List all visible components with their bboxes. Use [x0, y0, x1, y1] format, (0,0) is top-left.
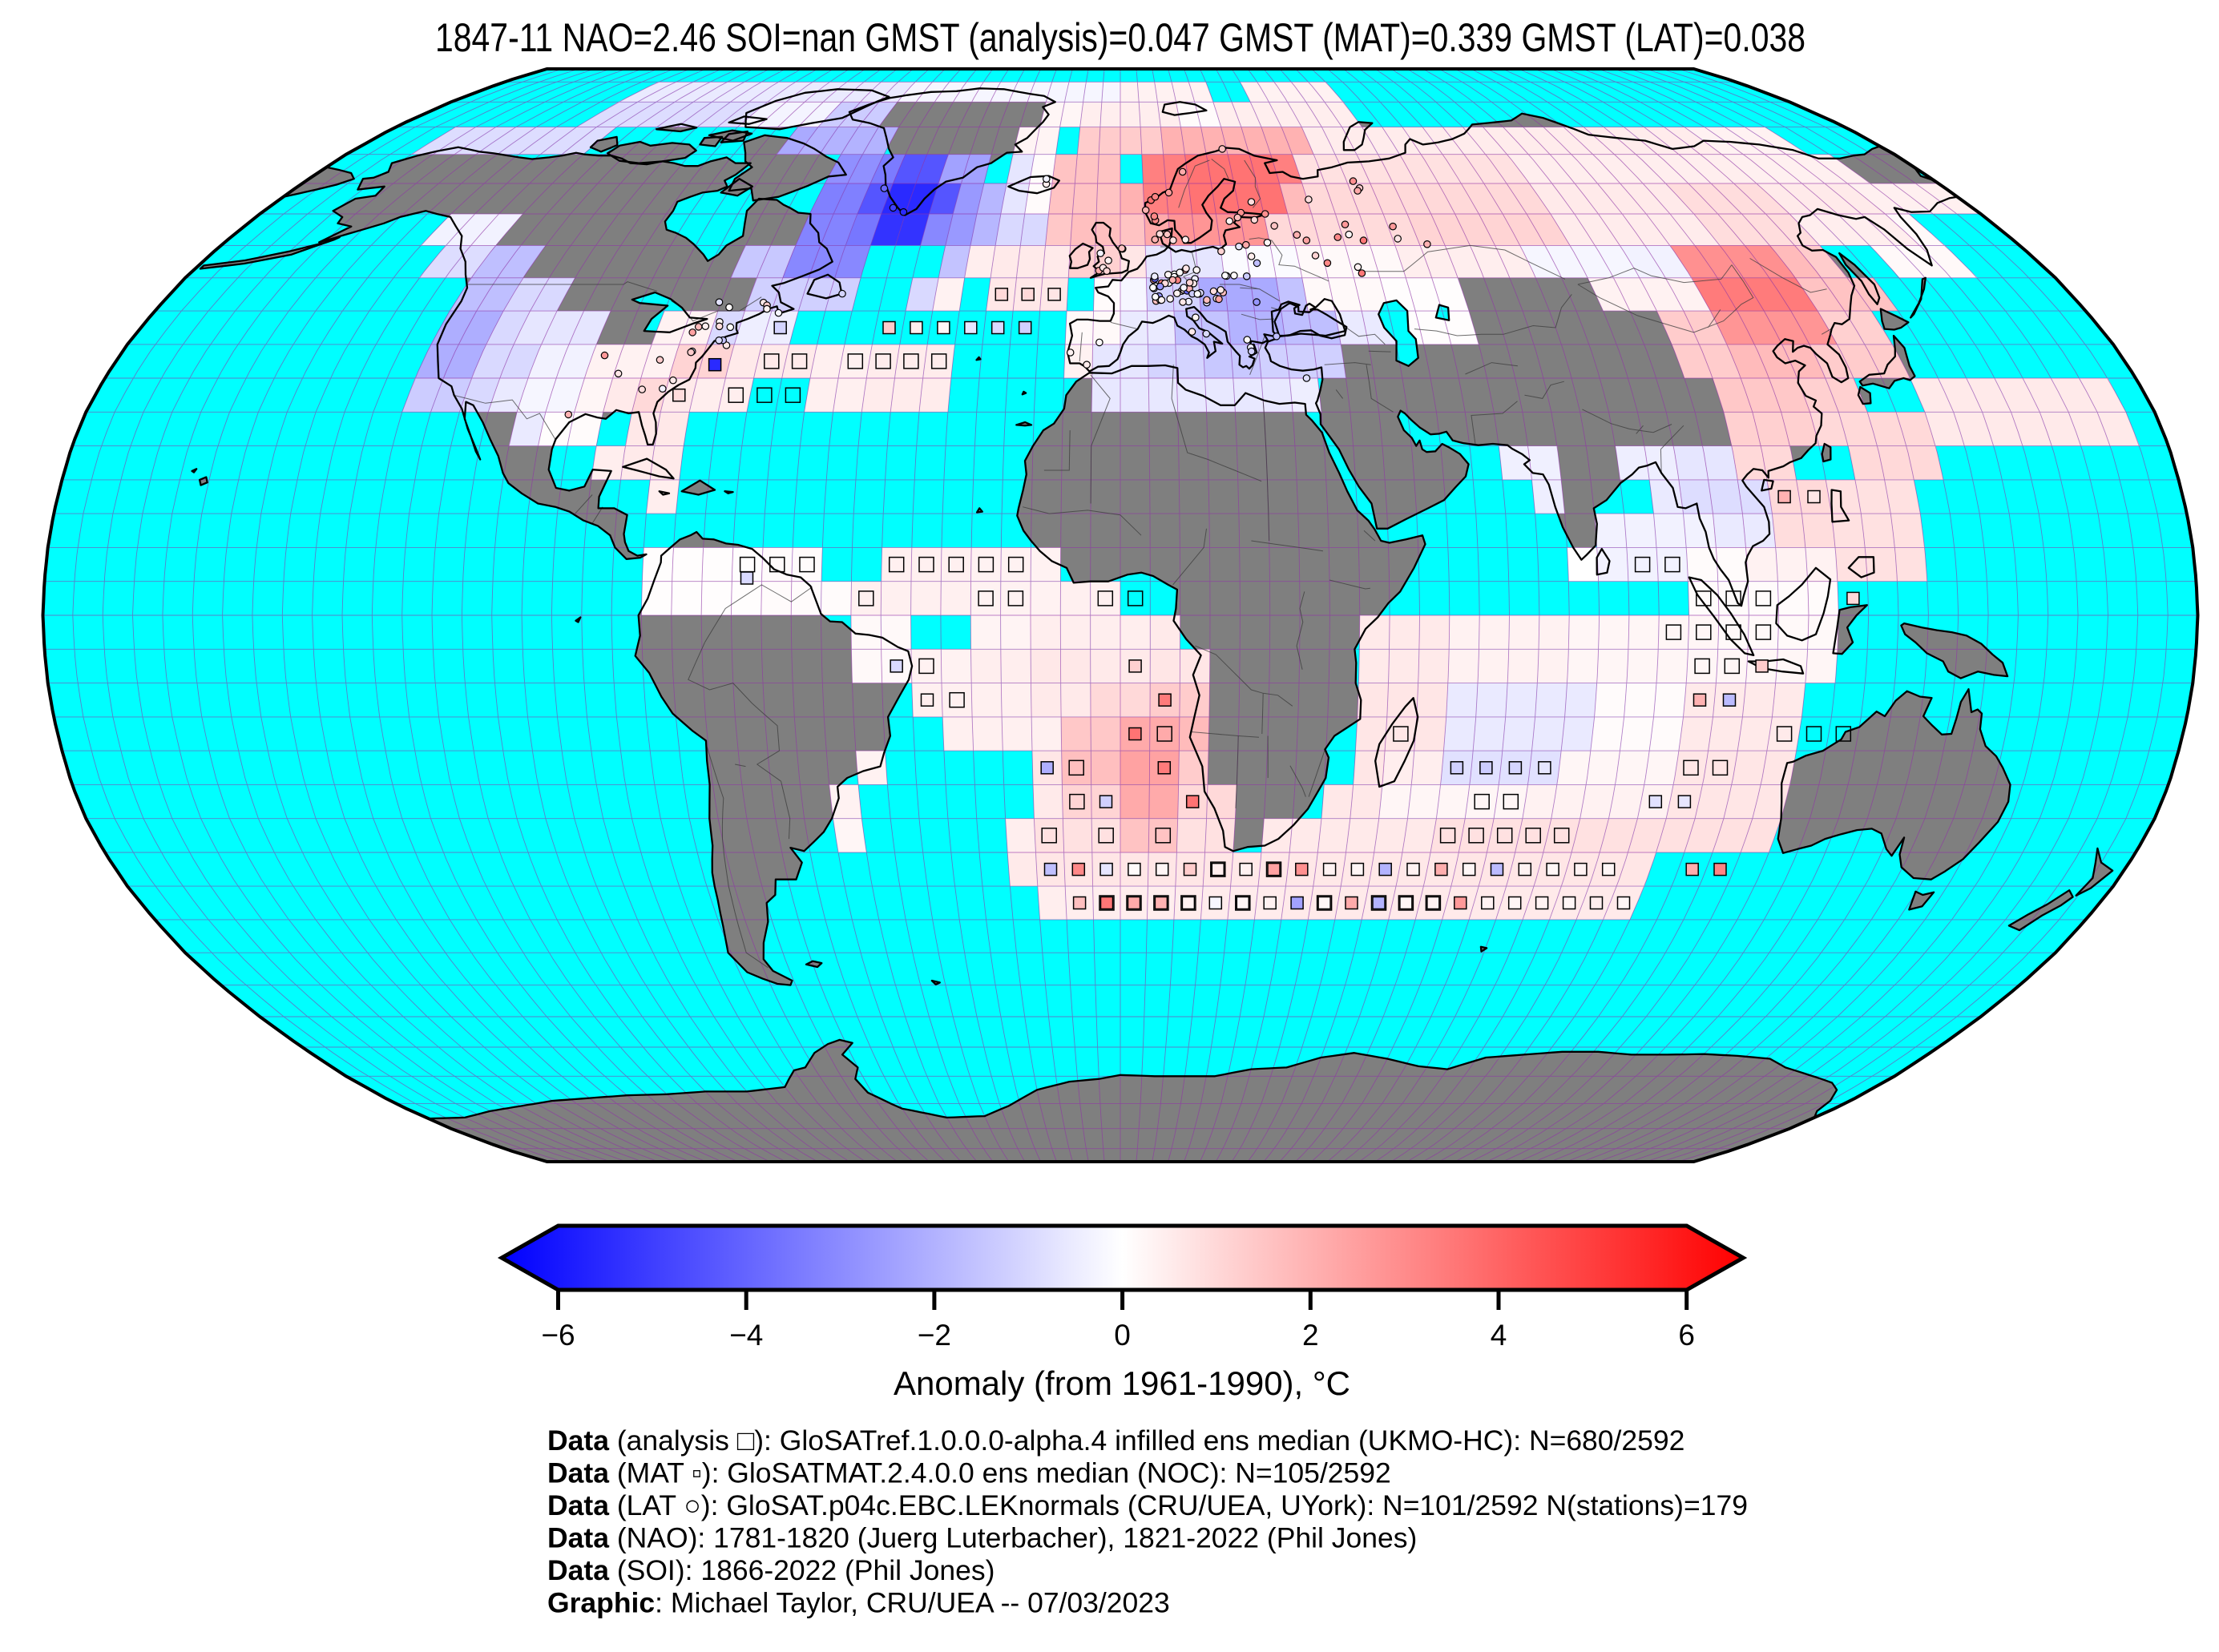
- svg-text:0: 0: [1114, 1319, 1131, 1352]
- svg-text:4: 4: [1491, 1319, 1507, 1352]
- svg-text:1847-11 NAO=2.46 SOI=nan GMST: 1847-11 NAO=2.46 SOI=nan GMST (analysis)…: [435, 15, 1805, 60]
- svg-text:−4: −4: [729, 1319, 763, 1352]
- svg-text:Data (MAT ▫): GloSATMAT.2.4.0.: Data (MAT ▫): GloSATMAT.2.4.0.0 ens medi…: [547, 1457, 1391, 1489]
- svg-text:−2: −2: [918, 1319, 951, 1352]
- svg-text:6: 6: [1678, 1319, 1695, 1352]
- svg-text:−6: −6: [541, 1319, 575, 1352]
- svg-text:Anomaly (from 1961-1990), °C: Anomaly (from 1961-1990), °C: [894, 1364, 1350, 1402]
- svg-text:Graphic: Michael Taylor, CRU/U: Graphic: Michael Taylor, CRU/UEA -- 07/0…: [547, 1587, 1170, 1619]
- svg-text:Data (LAT ○): GloSAT.p04c.EBC.: Data (LAT ○): GloSAT.p04c.EBC.LEKnormals…: [547, 1489, 1748, 1521]
- svg-text:Data (SOI): 1866-2022 (Phil Jo: Data (SOI): 1866-2022 (Phil Jones): [547, 1554, 995, 1586]
- svg-text:Data (NAO): 1781-1820 (Juerg L: Data (NAO): 1781-1820 (Juerg Luterbacher…: [547, 1522, 1417, 1554]
- svg-text:2: 2: [1302, 1319, 1319, 1352]
- svg-text:Data (analysis □): GloSATref.1: Data (analysis □): GloSATref.1.0.0.0-alp…: [547, 1424, 1684, 1457]
